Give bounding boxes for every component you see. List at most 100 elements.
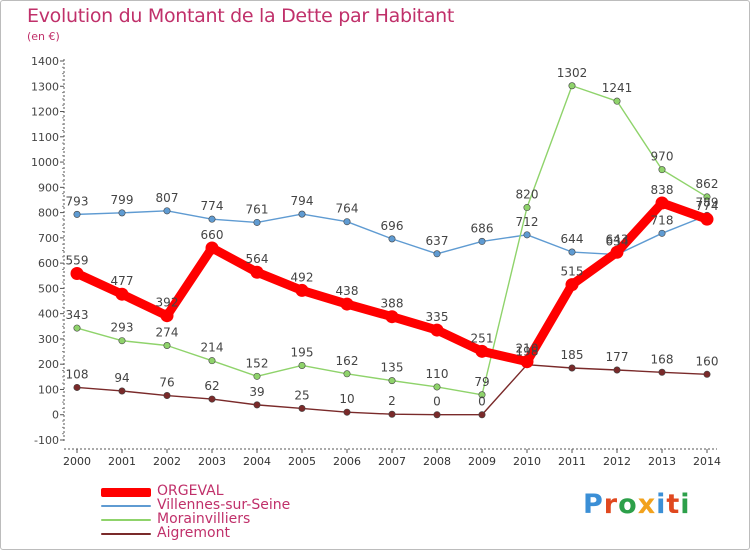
x-tick-label: 2010 xyxy=(513,455,541,468)
data-label-aigremont: 39 xyxy=(249,385,264,399)
data-point-morainvilliers xyxy=(253,372,261,380)
data-point-orgeval xyxy=(655,196,669,210)
data-label-villennes-sur-seine: 637 xyxy=(426,234,449,248)
data-point-orgeval xyxy=(520,355,534,369)
logo-letter: o xyxy=(618,489,638,520)
data-point-aigremont xyxy=(568,364,576,372)
data-label-villennes-sur-seine: 712 xyxy=(516,215,539,229)
data-point-villennes-sur-seine xyxy=(658,229,666,237)
legend-swatch-villennes xyxy=(101,505,151,507)
y-tick-label: 600 xyxy=(38,257,59,270)
data-label-morainvilliers: 862 xyxy=(696,177,719,191)
data-label-morainvilliers: 162 xyxy=(336,354,359,368)
data-point-villennes-sur-seine xyxy=(118,209,126,217)
data-label-orgeval: 559 xyxy=(66,253,89,267)
series-aigremont xyxy=(73,361,711,419)
data-label-villennes-sur-seine: 644 xyxy=(561,232,584,246)
y-tick-label: 1400 xyxy=(31,55,59,68)
data-point-aigremont xyxy=(298,404,306,412)
data-point-villennes-sur-seine xyxy=(73,210,81,218)
data-point-morainvilliers xyxy=(208,357,216,365)
data-label-morainvilliers: 110 xyxy=(426,367,449,381)
logo-letter: x xyxy=(637,489,657,520)
y-tick-label: 1000 xyxy=(31,156,59,169)
data-point-orgeval xyxy=(205,241,219,255)
data-label-villennes-sur-seine: 686 xyxy=(471,221,494,235)
data-label-morainvilliers: 1241 xyxy=(602,81,633,95)
y-tick-label: 800 xyxy=(38,207,59,220)
data-label-morainvilliers: 79 xyxy=(474,375,489,389)
axes: -100010020030040050060070080090010001100… xyxy=(31,55,721,468)
data-label-villennes-sur-seine: 718 xyxy=(651,213,674,227)
data-labels: 793 799 807 774 761 794 764 696 637 686 712 644 634 7… xyxy=(66,66,719,409)
data-point-orgeval xyxy=(565,278,579,292)
data-point-morainvilliers xyxy=(163,342,171,350)
data-point-villennes-sur-seine xyxy=(343,218,351,226)
y-tick-label: 300 xyxy=(38,333,59,346)
data-label-aigremont: 198 xyxy=(516,345,539,359)
data-label-aigremont: 76 xyxy=(159,376,174,390)
data-label-orgeval: 838 xyxy=(651,183,674,197)
y-tick-label: 900 xyxy=(38,181,59,194)
x-tick-label: 2002 xyxy=(153,455,181,468)
data-point-aigremont xyxy=(613,366,621,374)
y-tick-label: -100 xyxy=(34,434,59,447)
data-point-morainvilliers xyxy=(613,97,621,105)
data-label-morainvilliers: 195 xyxy=(291,345,314,359)
data-point-aigremont xyxy=(208,395,216,403)
data-label-villennes-sur-seine: 789 xyxy=(696,195,719,209)
series-orgeval xyxy=(70,196,714,369)
data-point-aigremont xyxy=(433,411,441,419)
legend-label-orgeval: ORGEVAL xyxy=(157,483,224,499)
data-point-orgeval xyxy=(115,287,129,301)
data-point-morainvilliers xyxy=(388,377,396,385)
data-point-villennes-sur-seine xyxy=(388,235,396,243)
data-label-aigremont: 185 xyxy=(561,348,584,362)
data-point-aigremont xyxy=(478,411,486,419)
data-point-aigremont xyxy=(388,410,396,418)
data-label-aigremont: 0 xyxy=(433,395,441,409)
data-label-orgeval: 210 xyxy=(516,342,539,356)
proxiti-logo: Proxiti xyxy=(583,489,691,520)
data-label-aigremont: 10 xyxy=(339,392,354,406)
logo-letter: i xyxy=(656,489,667,520)
data-label-orgeval: 477 xyxy=(111,274,134,288)
x-tick-label: 2011 xyxy=(558,455,586,468)
y-tick-label: 700 xyxy=(38,232,59,245)
data-label-villennes-sur-seine: 696 xyxy=(381,219,404,233)
data-point-aigremont xyxy=(703,370,711,378)
data-label-villennes-sur-seine: 761 xyxy=(246,202,269,216)
y-tick-label: 1200 xyxy=(31,106,59,119)
legend-swatch-morainvilliers xyxy=(101,519,151,521)
data-point-orgeval xyxy=(160,309,174,323)
data-point-morainvilliers xyxy=(73,324,81,332)
data-point-morainvilliers xyxy=(298,361,306,369)
data-label-morainvilliers: 970 xyxy=(651,150,674,164)
series-layer xyxy=(70,82,714,419)
data-label-aigremont: 177 xyxy=(606,350,629,364)
data-label-aigremont: 25 xyxy=(294,388,309,402)
data-point-morainvilliers xyxy=(523,204,531,212)
data-point-aigremont xyxy=(343,408,351,416)
data-point-villennes-sur-seine xyxy=(478,237,486,245)
data-label-orgeval: 392 xyxy=(156,296,179,310)
legend-label-morainvilliers: Morainvilliers xyxy=(157,511,251,527)
chart-unit: (en €) xyxy=(27,30,60,43)
data-point-aigremont xyxy=(253,401,261,409)
data-point-aigremont xyxy=(73,383,81,391)
data-label-villennes-sur-seine: 794 xyxy=(291,194,314,208)
data-label-morainvilliers: 293 xyxy=(111,321,134,335)
data-point-morainvilliers xyxy=(478,391,486,399)
y-tick-label: 1100 xyxy=(31,131,59,144)
data-label-aigremont: 94 xyxy=(114,371,129,385)
x-tick-label: 2001 xyxy=(108,455,136,468)
data-label-villennes-sur-seine: 634 xyxy=(606,235,629,249)
data-point-morainvilliers xyxy=(703,193,711,201)
data-label-orgeval: 388 xyxy=(381,297,404,311)
data-label-morainvilliers: 820 xyxy=(516,188,539,202)
x-tick-label: 2007 xyxy=(378,455,406,468)
data-point-orgeval xyxy=(475,344,489,358)
data-point-morainvilliers xyxy=(568,82,576,90)
y-tick-label: 400 xyxy=(38,308,59,321)
logo-letter: t xyxy=(666,489,681,520)
